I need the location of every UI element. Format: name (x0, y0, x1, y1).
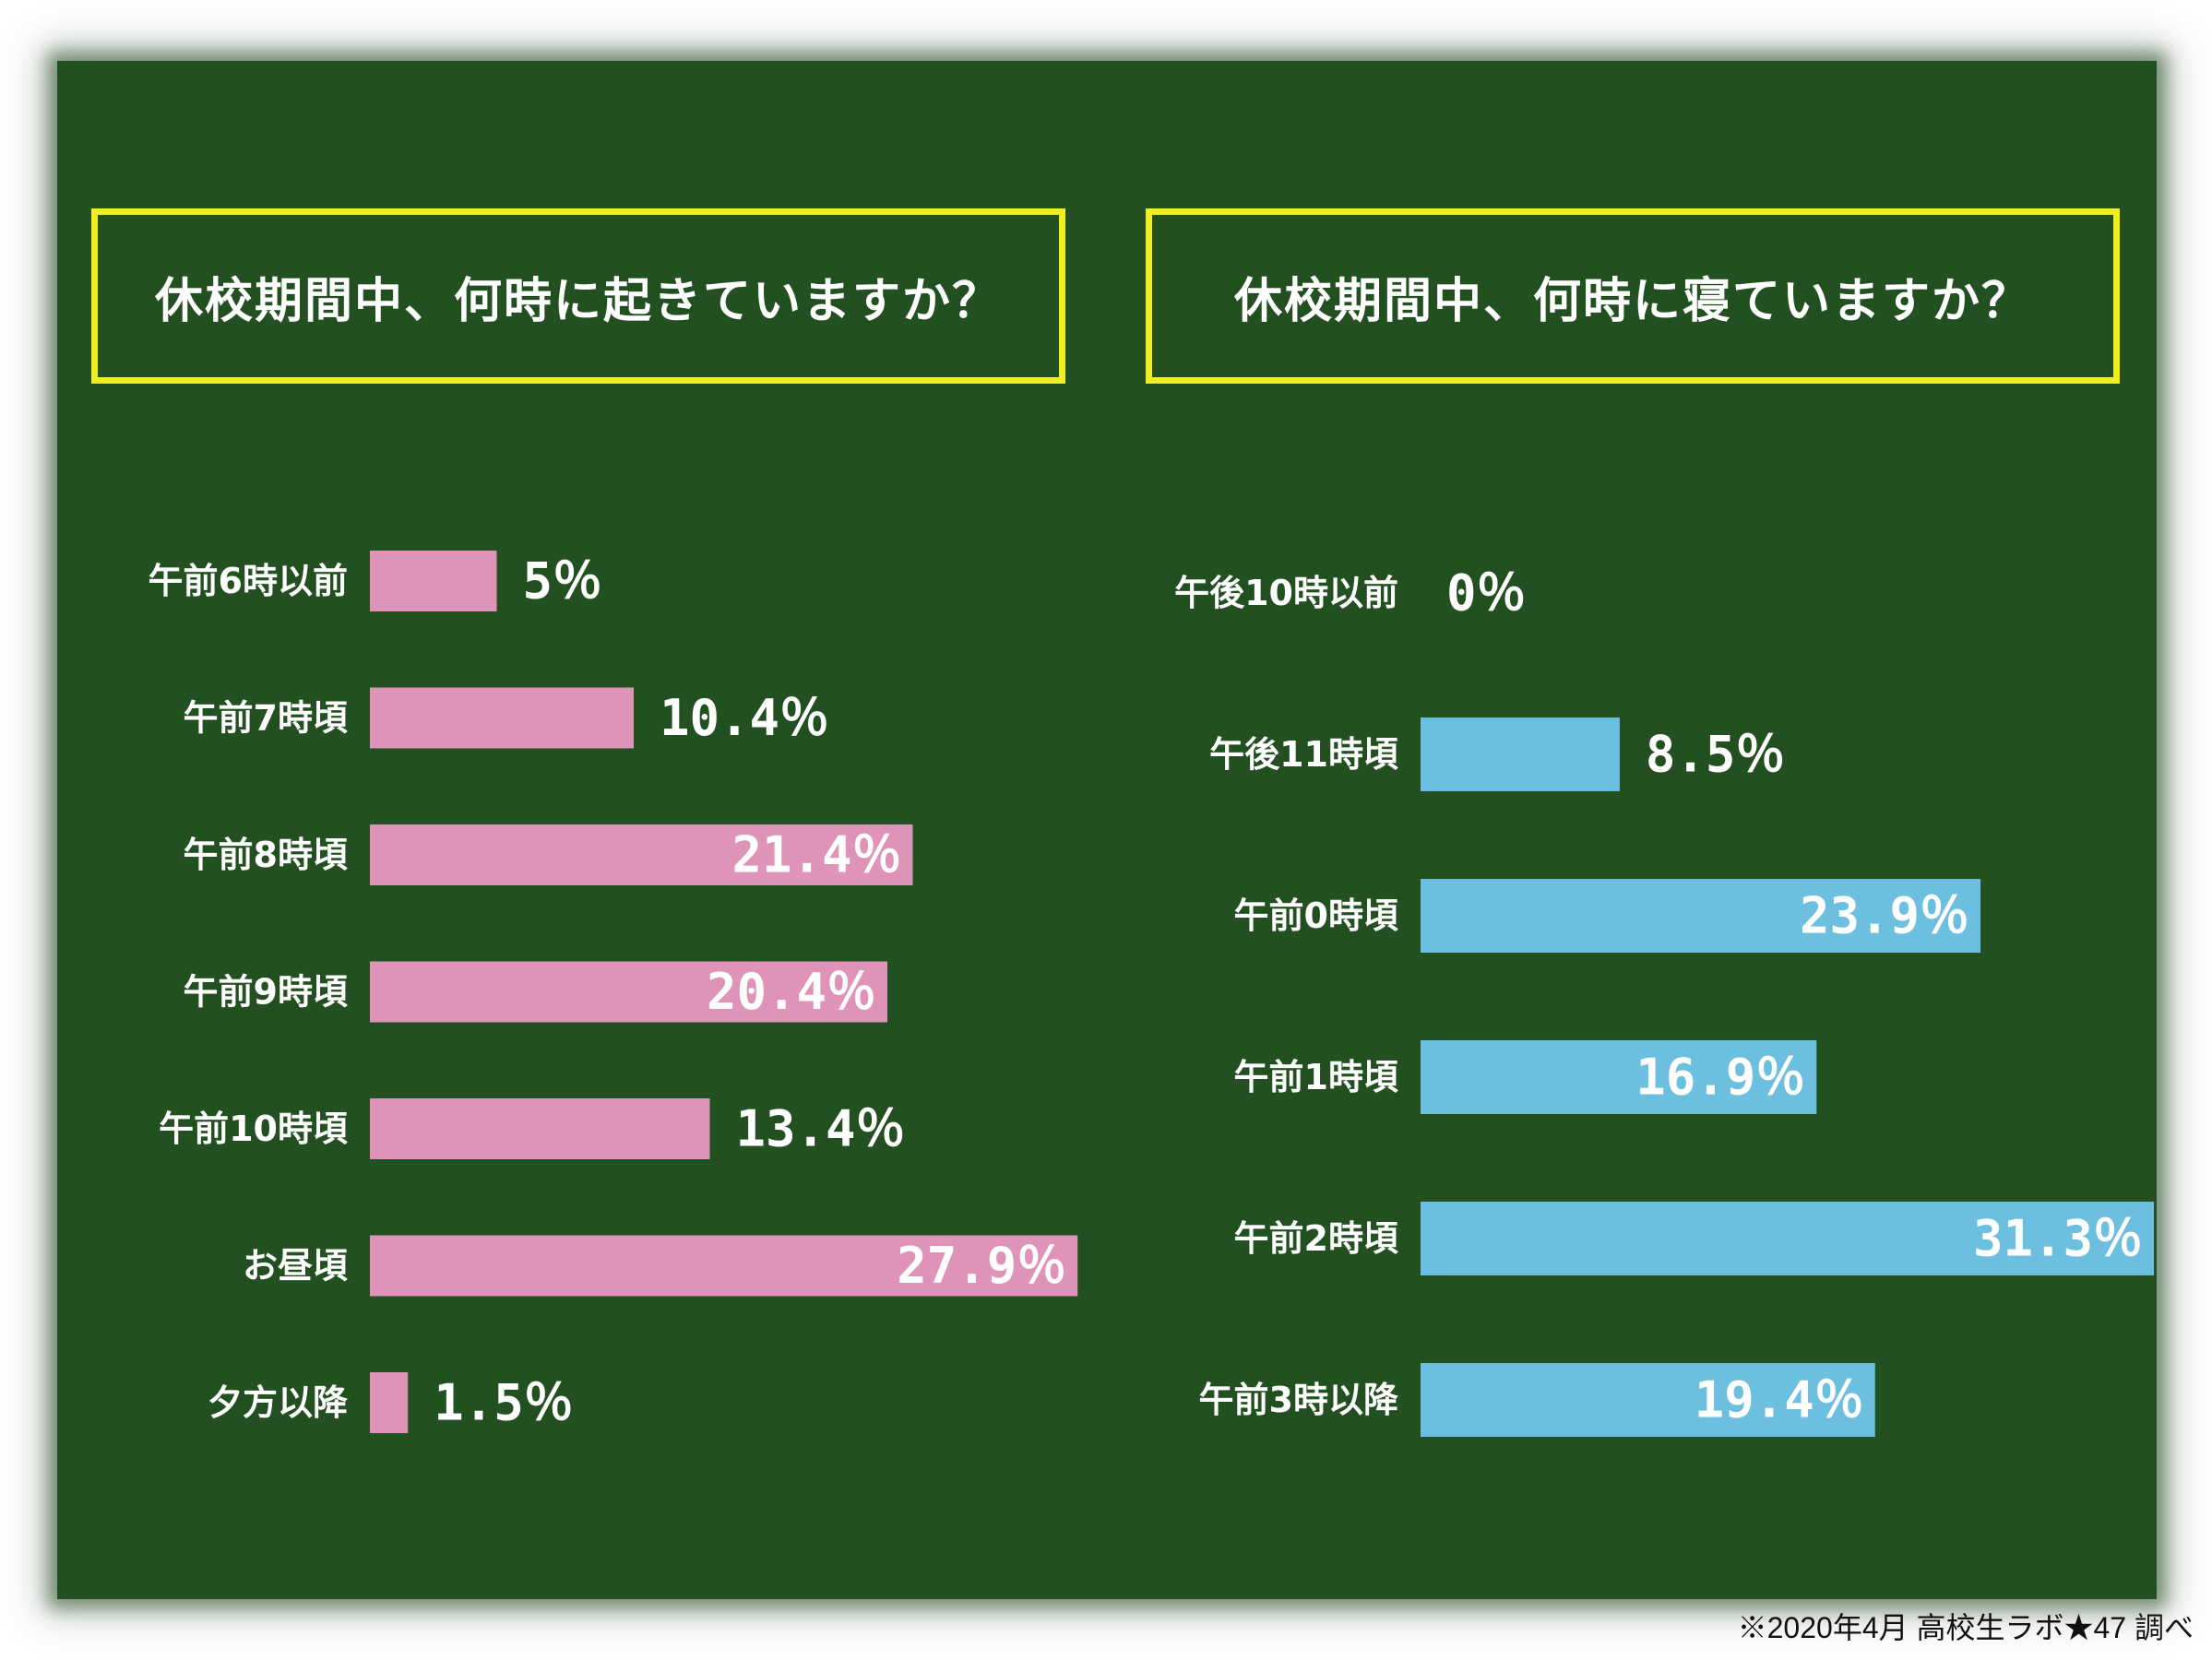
sleep-value-label: 0％ (1446, 564, 1527, 622)
wake-bar (370, 961, 887, 1023)
sleep-bar (1421, 1363, 1875, 1437)
sleep-value-label: 23.9％ (1800, 887, 1969, 945)
wake-category-label: 午前6時以前 (149, 561, 348, 601)
wake-value-label: 5％ (523, 552, 603, 611)
sleep-bar (1421, 879, 1981, 953)
sleep-category-label: 午後11時頃 (1209, 734, 1398, 775)
sleep-category-label: 午前0時頃 (1234, 895, 1398, 936)
wake-value-label: 21.4％ (731, 826, 901, 884)
sleep-chart-title-text: 休校期間中、何時に寝ていますか？ (1233, 273, 2031, 329)
sleep-category-label: 午前2時頃 (1234, 1218, 1398, 1259)
wake-value-label: 10.4％ (660, 689, 829, 747)
wake-value-label: 20.4％ (707, 963, 876, 1021)
sleep-bar (1421, 1202, 2155, 1275)
wake-category-label: 午前7時頃 (184, 698, 348, 739)
sleep-category-label: 午前1時頃 (1234, 1057, 1398, 1097)
wake-chart-title: 休校期間中、何時に起きていますか？ (91, 208, 1065, 384)
wake-category-label: 午前8時頃 (184, 835, 348, 875)
wake-bar (370, 687, 634, 749)
sleep-bar (1421, 1040, 1817, 1114)
sleep-time-bar-chart: 午後10時以前 0％ 午後11時頃 8.5％ 午前0時頃 23.9％ 午前1時頃 16.9％ 午… (1174, 564, 2155, 1437)
wake-category-label: 午前10時頃 (159, 1109, 348, 1149)
wake-value-label: 1.5％ (434, 1374, 574, 1432)
wake-category-label: 午前9時頃 (184, 972, 348, 1013)
sleep-category-label: 午後10時以前 (1174, 573, 1398, 613)
wake-chart-title-text: 休校期間中、何時に起きていますか？ (154, 273, 1002, 329)
wake-bar (370, 1372, 409, 1433)
wake-value-label: 27.9％ (897, 1237, 1066, 1295)
wake-bar (370, 551, 497, 611)
wake-category-label: 夕方以降 (208, 1382, 348, 1423)
sleep-bar (1421, 717, 1620, 791)
source-footnote: ※2020年4月 高校生ラボ★47 調べ (1737, 1611, 2194, 1644)
sleep-value-label: 8.5％ (1646, 726, 1786, 784)
wake-time-bar-chart: 午前6時以前 5％ 午前7時頃 10.4％ 午前8時頃 21.4％ 午前9時頃 20.4％ 午前… (149, 551, 1078, 1433)
wake-bar (370, 1235, 1078, 1297)
wake-bar (370, 824, 913, 885)
sleep-category-label: 午前3時以降 (1199, 1380, 1398, 1420)
sleep-value-label: 19.4％ (1695, 1371, 1864, 1429)
sleep-value-label: 31.3％ (1973, 1210, 2143, 1268)
sleep-value-label: 16.9％ (1635, 1049, 1805, 1107)
wake-value-label: 13.4％ (736, 1100, 906, 1158)
wake-category-label: お昼頃 (243, 1246, 348, 1286)
sleep-chart-title: 休校期間中、何時に寝ていますか？ (1146, 208, 2120, 384)
wake-bar (370, 1098, 710, 1159)
